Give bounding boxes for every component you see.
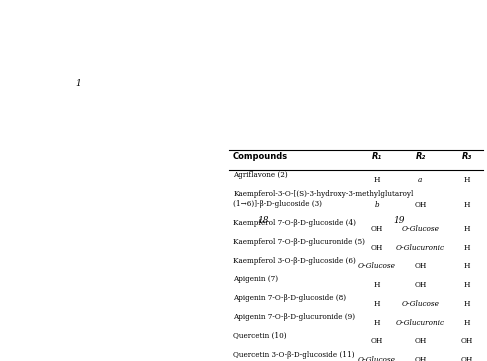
Text: b: b <box>375 201 379 209</box>
Text: OH: OH <box>371 225 383 233</box>
Text: Compounds: Compounds <box>233 152 288 161</box>
Text: OH: OH <box>414 281 427 289</box>
Text: R₁: R₁ <box>372 152 382 161</box>
Text: R₂: R₂ <box>415 152 426 161</box>
Text: R₃: R₃ <box>462 152 472 161</box>
Text: a: a <box>418 177 423 184</box>
Text: H: H <box>463 225 470 233</box>
Text: Kaempferol 3-O-β-D-glucoside (6): Kaempferol 3-O-β-D-glucoside (6) <box>233 257 356 265</box>
Text: 19: 19 <box>393 216 405 225</box>
Text: H: H <box>463 262 470 270</box>
Text: Agriflavone (2): Agriflavone (2) <box>233 171 288 179</box>
Text: OH: OH <box>414 338 427 345</box>
Text: H: H <box>374 281 380 289</box>
Text: Apigenin 7-O-β-D-glucoside (8): Apigenin 7-O-β-D-glucoside (8) <box>233 294 346 302</box>
Text: H: H <box>374 300 380 308</box>
Text: H: H <box>463 281 470 289</box>
Text: H: H <box>463 319 470 327</box>
Text: OH: OH <box>414 262 427 270</box>
Text: OH: OH <box>371 244 383 252</box>
Text: O-Glucose: O-Glucose <box>401 225 439 233</box>
Text: OH: OH <box>460 338 473 345</box>
Text: H: H <box>463 177 470 184</box>
Text: O-Glucose: O-Glucose <box>358 262 396 270</box>
Text: H: H <box>374 319 380 327</box>
Text: H: H <box>463 244 470 252</box>
Text: H: H <box>374 177 380 184</box>
Text: Kaempferol-3-O-[(S)-3-hydroxy-3-methylglutaroyl: Kaempferol-3-O-[(S)-3-hydroxy-3-methylgl… <box>233 190 413 197</box>
Text: Kaempferol 7-O-β-D-glucoside (4): Kaempferol 7-O-β-D-glucoside (4) <box>233 219 356 227</box>
Text: OH: OH <box>414 356 427 361</box>
Text: 18: 18 <box>257 216 269 225</box>
Text: (1→6)]-β-D-glucoside (3): (1→6)]-β-D-glucoside (3) <box>233 200 322 208</box>
Text: O-Glucuronic: O-Glucuronic <box>396 244 445 252</box>
Text: OH: OH <box>414 201 427 209</box>
Text: O-Glucuronic: O-Glucuronic <box>396 319 445 327</box>
Text: O-Glucose: O-Glucose <box>358 356 396 361</box>
Text: Quercetin (10): Quercetin (10) <box>233 332 287 340</box>
Text: Kaempferol 7-O-β-D-glucuronide (5): Kaempferol 7-O-β-D-glucuronide (5) <box>233 238 365 246</box>
Text: Apigenin (7): Apigenin (7) <box>233 275 278 283</box>
Text: OH: OH <box>371 338 383 345</box>
Text: Apigenin 7-O-β-D-glucuronide (9): Apigenin 7-O-β-D-glucuronide (9) <box>233 313 355 321</box>
Text: H: H <box>463 300 470 308</box>
Text: Quercetin 3-O-β-D-glucoside (11): Quercetin 3-O-β-D-glucoside (11) <box>233 351 355 358</box>
Text: 1: 1 <box>75 79 81 87</box>
Text: O-Glucose: O-Glucose <box>401 300 439 308</box>
Text: OH: OH <box>460 356 473 361</box>
Text: H: H <box>463 201 470 209</box>
